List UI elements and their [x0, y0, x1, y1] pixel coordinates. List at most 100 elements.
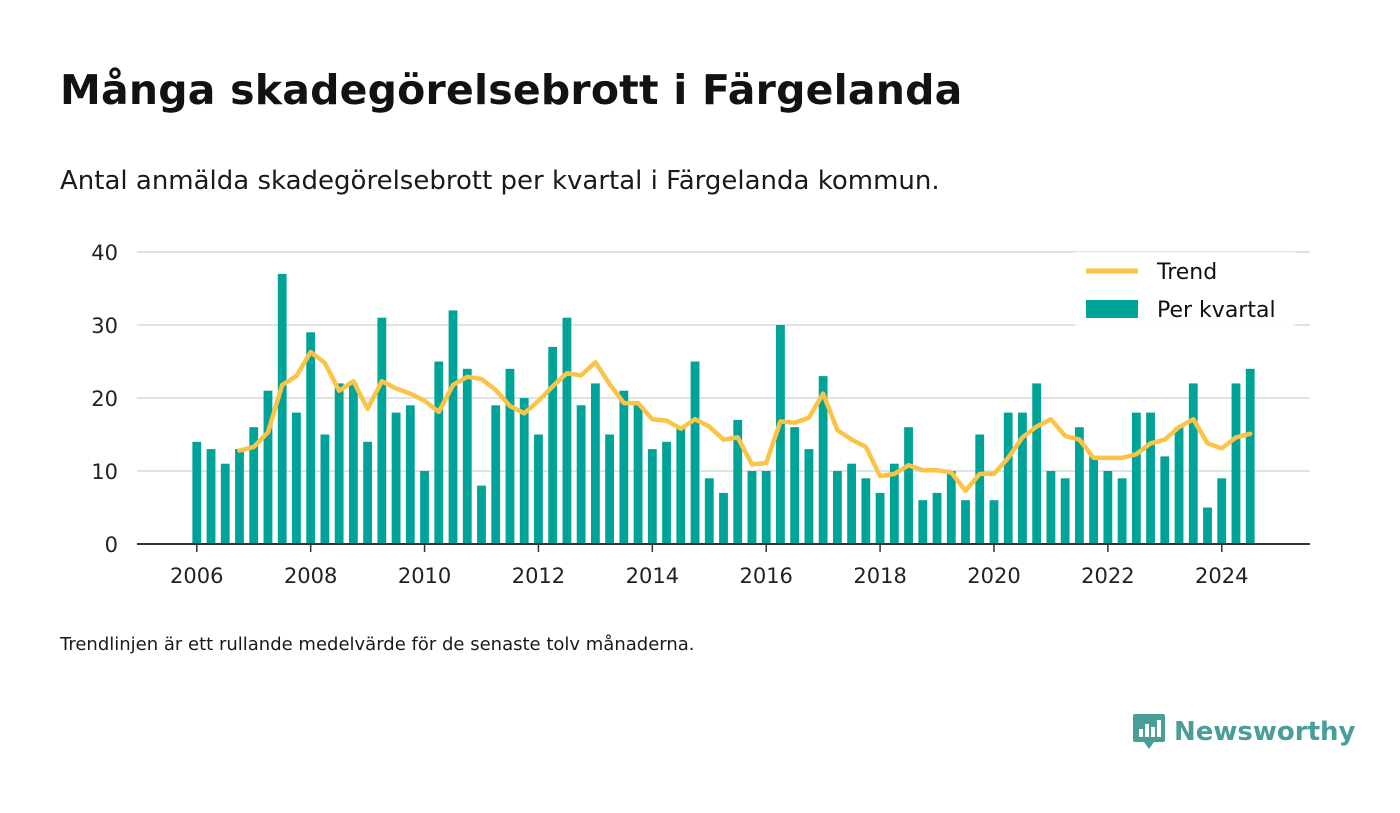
chart-svg: 0 10 20 30 40 2006 2008 2010 2012 2014 2016 2018 202… [91, 241, 1310, 588]
bar [1174, 427, 1184, 544]
chart-title: Många skadegörelsebrott i Färgelanda [60, 66, 963, 114]
bar [1018, 412, 1027, 544]
bar [391, 412, 401, 544]
x-tick-label: 2014 [626, 564, 679, 588]
bar [1203, 507, 1212, 544]
bar [249, 427, 259, 544]
bar [306, 332, 316, 544]
bar [1188, 383, 1198, 544]
bar [662, 441, 671, 544]
bar [434, 361, 444, 544]
bar [889, 463, 899, 544]
bar [590, 383, 600, 544]
bar [633, 405, 643, 544]
bar [505, 368, 515, 544]
bar [761, 471, 771, 544]
y-tick-label: 10 [91, 460, 118, 484]
bar [818, 376, 828, 544]
chart-subtitle: Antal anmälda skadegörelsebrott per kvar… [60, 166, 940, 196]
bar [676, 427, 686, 544]
bar [477, 485, 486, 544]
bar [961, 500, 970, 544]
bar [946, 471, 956, 544]
bar [1003, 412, 1013, 544]
bar [576, 405, 586, 544]
bar [334, 383, 344, 544]
bar [534, 434, 543, 544]
bar [1074, 427, 1084, 544]
bar [776, 325, 785, 544]
bar [235, 449, 244, 544]
bar [804, 449, 814, 544]
bar [861, 478, 871, 544]
bar [263, 390, 273, 544]
bar [363, 441, 373, 544]
x-tick-label: 2016 [739, 564, 792, 588]
legend-bar-swatch [1086, 300, 1138, 318]
bar [1146, 412, 1155, 544]
bar [1060, 478, 1070, 544]
bar [519, 398, 529, 544]
bar [462, 368, 472, 544]
bar [548, 346, 558, 544]
bar [292, 412, 301, 544]
bar [348, 383, 358, 544]
x-tick-label: 2022 [1081, 564, 1134, 588]
x-tick-label: 2020 [967, 564, 1020, 588]
bar [220, 463, 230, 544]
bar [1245, 368, 1255, 544]
bar [1089, 456, 1099, 544]
bar [790, 427, 800, 544]
bar [1231, 383, 1241, 544]
bar [1131, 412, 1141, 544]
bar [875, 492, 885, 544]
x-tick-label: 2012 [512, 564, 565, 588]
x-tick-label: 2018 [853, 564, 906, 588]
bar [1117, 478, 1127, 544]
bar [747, 471, 757, 544]
bar [1032, 383, 1042, 544]
bar [206, 449, 216, 544]
bar [932, 492, 942, 544]
bar [1160, 456, 1170, 544]
y-tick-label: 0 [105, 533, 118, 557]
y-tick-label: 20 [91, 387, 118, 411]
bar [719, 492, 728, 544]
x-tick-label: 2024 [1195, 564, 1248, 588]
bar [733, 419, 743, 544]
x-tick-label: 2006 [170, 564, 223, 588]
bar [989, 500, 999, 544]
chart-note: Trendlinjen är ett rullande medelvärde f… [60, 634, 695, 655]
bar [192, 441, 202, 544]
y-tick-label: 40 [91, 241, 118, 265]
bar [562, 317, 572, 544]
brand-logo: Newsworthy [1132, 712, 1355, 752]
bar [1103, 471, 1113, 544]
x-tick-label: 2010 [398, 564, 451, 588]
bar [491, 405, 501, 544]
legend-trend-label: Trend [1156, 260, 1217, 285]
brand-name: Newsworthy [1174, 717, 1356, 747]
bar [605, 434, 615, 544]
bar [1046, 471, 1056, 544]
x-tick-label: 2008 [284, 564, 337, 588]
bar [619, 390, 629, 544]
bar [405, 405, 415, 544]
legend-bar-label: Per kvartal [1157, 298, 1276, 323]
bar [832, 471, 842, 544]
newsworthy-icon [1133, 714, 1165, 749]
bar [847, 463, 857, 544]
bar [904, 427, 913, 544]
bar [1217, 478, 1227, 544]
bar [975, 434, 985, 544]
bar [647, 449, 657, 544]
bar [918, 500, 928, 544]
bar [704, 478, 714, 544]
bar [448, 310, 458, 544]
y-tick-label: 30 [91, 314, 118, 338]
bar [420, 471, 429, 544]
bar [320, 434, 330, 544]
bar [690, 361, 700, 544]
trend-line [237, 349, 1253, 493]
bar [277, 273, 287, 544]
